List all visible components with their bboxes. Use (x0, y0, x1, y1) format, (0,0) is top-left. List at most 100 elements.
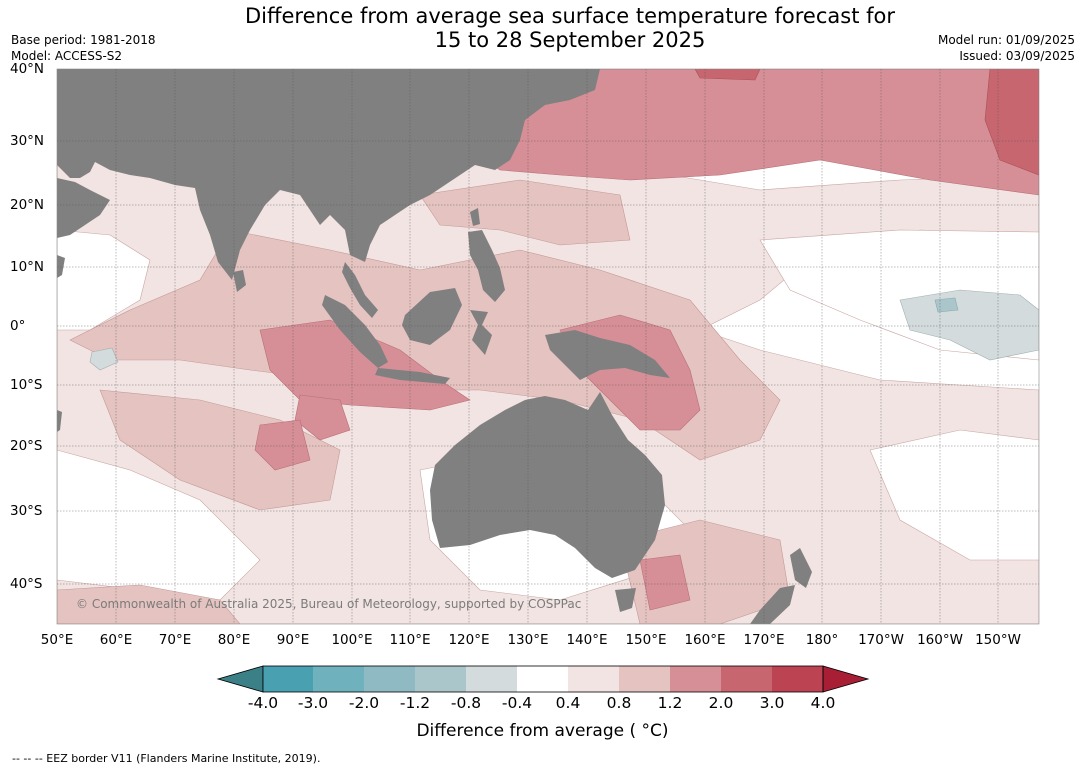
longitude-label: 160°E (684, 632, 726, 648)
latitude-label: 20°N (10, 197, 45, 213)
colorbar-segment (772, 666, 823, 692)
white-gap-region (57, 229, 151, 331)
longitude-label: 100°E (331, 632, 373, 648)
latitude-label: 10°N (10, 259, 45, 275)
colorbar-tick-label: 4.0 (810, 694, 836, 712)
colorbar-tick-label: -4.0 (247, 694, 279, 712)
land-philippines (468, 230, 505, 302)
white-gap-region (57, 449, 261, 601)
copyright-notice: © Commonwealth of Australia 2025, Bureau… (76, 597, 582, 611)
colorbar-segment (364, 666, 415, 692)
map-frame (56, 68, 1040, 625)
anomaly-region (934, 297, 959, 313)
colorbar-segment (568, 666, 619, 692)
longitude-label: 130°E (507, 632, 549, 648)
map-content (57, 69, 1039, 624)
colorbar-extend-low (216, 665, 264, 693)
land-sri-lanka (233, 270, 246, 292)
eez-footnote: -- -- -- EEZ border V11 (Flanders Marine… (12, 752, 321, 765)
land-sulawesi (470, 310, 492, 355)
model-run: Model run: 01/09/2025 (937, 33, 1075, 47)
graticule (57, 69, 1039, 624)
anomaly-region (99, 389, 341, 511)
land-new-guinea (545, 330, 670, 380)
land-java (375, 368, 450, 384)
colorbar-tick-label: -1.2 (399, 694, 431, 712)
meta-right: Model run: 01/09/2025 Issued: 03/09/2025 (938, 32, 1075, 64)
colorbar-segment (619, 666, 670, 692)
colorbar-tick-label: -0.4 (501, 694, 533, 712)
colorbar-tick-label: 3.0 (759, 694, 785, 712)
land-nz-south (750, 585, 795, 624)
title-line-2: 15 to 28 September 2025 (434, 28, 706, 52)
colorbar-segment (670, 666, 721, 692)
longitude-label: 110°E (389, 632, 431, 648)
anomaly-region (89, 347, 119, 371)
latitude-label: 40°S (10, 576, 43, 592)
longitude-label: 80°E (217, 632, 251, 648)
anomaly-region (899, 289, 1039, 361)
colorbar-outline (262, 665, 824, 693)
longitude-label: 180° (805, 632, 839, 648)
anomaly-region (57, 584, 241, 624)
colorbar-segment (415, 666, 466, 692)
latitude-label: 0° (10, 318, 26, 334)
colorbar-segment (721, 666, 772, 692)
land-japan (510, 69, 560, 125)
issued-date: Issued: 03/09/2025 (959, 49, 1075, 63)
longitude-label: 170°W (858, 632, 904, 648)
title-line-1: Difference from average sea surface temp… (245, 4, 895, 28)
land-tasmania (615, 588, 636, 612)
land-africa-horn (57, 255, 65, 278)
longitude-label: 150°E (625, 632, 667, 648)
model-name: Model: ACCESS-S2 (11, 49, 123, 63)
longitude-label: 50°E (40, 632, 74, 648)
anomaly-region (984, 69, 1039, 176)
colorbar-tick-label: 2.0 (708, 694, 734, 712)
land-borneo (402, 288, 462, 345)
longitude-label: 70°E (158, 632, 192, 648)
land-australia (430, 392, 665, 578)
colorbar-segment (263, 666, 313, 692)
colorbar-extend-high (822, 665, 870, 693)
land-madagascar-tip (57, 410, 62, 432)
colorbar-tick-label: 1.2 (657, 694, 683, 712)
land-asia (57, 69, 600, 280)
colorbar-tick-label: -2.0 (348, 694, 380, 712)
anomaly-region (419, 179, 631, 246)
white-gap-region (869, 429, 1039, 561)
land-malay-peninsula (342, 262, 378, 318)
latitude-label: 20°S (10, 438, 43, 454)
base-period: Base period: 1981-2018 (11, 33, 156, 47)
latitude-label: 10°S (10, 377, 43, 393)
colorbar-segment (466, 666, 517, 692)
colorbar-tick-label: -0.8 (450, 694, 482, 712)
meta-left: Base period: 1981-2018 Model: ACCESS-S2 (11, 32, 156, 64)
longitude-label: 170°E (743, 632, 785, 648)
map-title: Difference from average sea surface temp… (0, 4, 1085, 52)
land-taiwan (470, 208, 480, 226)
anomaly-region (294, 394, 351, 441)
colorbar-segment (313, 666, 364, 692)
latitude-label: 40°N (10, 61, 45, 77)
longitude-label: 140°E (566, 632, 608, 648)
land-sumatra (322, 295, 388, 368)
colorbar-tick-label: 0.4 (555, 694, 581, 712)
longitude-label: 90°E (276, 632, 310, 648)
latitude-label: 30°N (10, 133, 45, 149)
land-nz-north (790, 548, 812, 588)
anomaly-region (639, 554, 691, 611)
longitude-label: 150°W (975, 632, 1021, 648)
colorbar-label: Difference from average ( °C) (416, 721, 669, 741)
colorbar-tick-label: 0.8 (606, 694, 632, 712)
colorbar-segment (517, 666, 568, 692)
longitude-label: 120°E (448, 632, 490, 648)
colorbar-tick-label: -3.0 (297, 694, 329, 712)
anomaly-region (694, 69, 761, 81)
land-masses (57, 69, 812, 624)
latitude-label: 30°S (10, 503, 43, 519)
longitude-label: 60°E (99, 632, 133, 648)
longitude-label: 160°W (917, 632, 963, 648)
